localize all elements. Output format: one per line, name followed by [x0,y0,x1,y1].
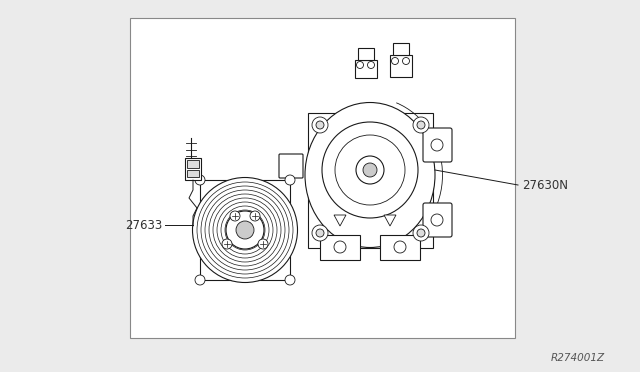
Circle shape [363,163,377,177]
Circle shape [417,229,425,237]
Bar [187,170,199,177]
Text: 27630N: 27630N [522,179,568,192]
Circle shape [413,117,429,133]
Circle shape [316,121,324,129]
Bar [200,180,290,280]
Bar [390,55,412,77]
Circle shape [312,117,328,133]
Bar [308,113,433,248]
Circle shape [356,156,384,184]
Ellipse shape [193,177,298,282]
Circle shape [250,211,260,221]
Text: R274001Z: R274001Z [551,353,605,363]
Circle shape [195,175,205,185]
Circle shape [195,275,205,285]
Bar [130,18,515,338]
Circle shape [230,211,240,221]
FancyBboxPatch shape [423,203,452,237]
Circle shape [316,229,324,237]
Circle shape [431,214,443,226]
Circle shape [417,121,425,129]
Circle shape [356,61,364,68]
Circle shape [258,239,268,249]
Bar [358,48,374,60]
Text: 27633: 27633 [125,218,162,231]
Circle shape [222,239,232,249]
FancyBboxPatch shape [279,154,303,178]
Circle shape [322,122,418,218]
Bar [393,43,409,55]
Circle shape [312,225,328,241]
Bar [355,60,377,78]
Polygon shape [334,215,346,226]
Circle shape [413,225,429,241]
Circle shape [367,61,374,68]
Circle shape [335,135,405,205]
FancyBboxPatch shape [423,128,452,162]
Circle shape [394,241,406,253]
Bar [380,235,420,260]
Circle shape [285,175,295,185]
Circle shape [431,139,443,151]
Ellipse shape [305,103,435,247]
Bar [187,160,199,168]
Circle shape [403,58,410,64]
Circle shape [334,241,346,253]
Circle shape [236,221,254,239]
Circle shape [226,211,264,249]
Circle shape [392,58,399,64]
Polygon shape [384,215,396,226]
Bar [185,158,201,180]
Circle shape [285,275,295,285]
Bar [320,235,360,260]
